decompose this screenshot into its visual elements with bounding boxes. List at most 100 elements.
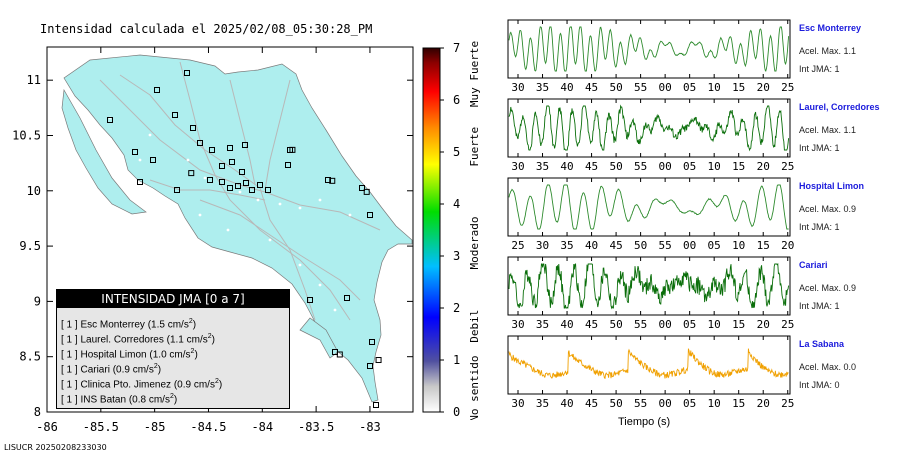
time-tick-label: 25 [781, 81, 794, 94]
station-name: Laurel, Corredores [799, 102, 880, 112]
legend-row: [ 1 ] Clinica Pto. Jimenez (0.9 cm/s2) [57, 374, 289, 391]
seismogram-3: 30 35 40 45 50 55 00 05 10 15 20 25 [507, 256, 794, 331]
station-marker [174, 187, 180, 193]
time-tick-label: 35 [560, 239, 573, 252]
time-tick-label: 40 [585, 239, 598, 252]
time-tick-label: 30 [511, 81, 524, 94]
town-marker [130, 185, 134, 189]
map-x-tick-label: -84.5 [190, 420, 226, 434]
station-marker [227, 185, 233, 191]
time-tick-label: 25 [781, 160, 794, 173]
station-marker [150, 157, 156, 163]
station-name: Cariari [799, 260, 828, 270]
time-tick-label: 45 [585, 81, 598, 94]
legend-value: (1.5 cm/s [147, 319, 189, 331]
station-marker [154, 87, 160, 93]
time-tick-label: 10 [708, 160, 721, 173]
station-name: Hospital Limon [799, 181, 864, 191]
map-x-axis: -86 -85.5 -85 -84.5 -84 -83.5 -83 [36, 47, 381, 434]
town-marker [318, 283, 322, 287]
time-tick-label: 05 [683, 397, 696, 410]
map-y-tick-label: 9.5 [19, 239, 41, 253]
waveform-trace [508, 26, 790, 73]
time-tick-label: 25 [781, 318, 794, 331]
station-marker [219, 179, 225, 185]
station-name: La Sabana [799, 339, 845, 349]
map-y-tick-label: 8 [34, 405, 41, 419]
time-tick-label: 55 [634, 397, 647, 410]
station-marker [107, 117, 113, 123]
legend-row: [ 1 ] Laurel. Corredores (1.1 cm/s2) [57, 329, 289, 345]
station-marker [184, 70, 190, 76]
map-title: Intensidad calculada el 2025/02/08_05:30… [40, 22, 373, 36]
map-x-tick-label: -83.5 [298, 420, 334, 434]
time-tick-label: 40 [560, 81, 573, 94]
intensity-legend: INTENSIDAD JMA [0 a 7] [ 1 ] Esc Monterr… [56, 289, 290, 409]
station-marker [190, 125, 196, 131]
time-tick-label: 30 [511, 318, 524, 331]
legend-close: ) [218, 379, 223, 391]
time-tick-label: 10 [708, 397, 721, 410]
legend-unit-exponent: 2 [207, 333, 212, 340]
colorbar-gradient [422, 47, 441, 413]
station-marker [344, 295, 350, 301]
town-marker [226, 228, 230, 232]
time-tick-label: 45 [585, 318, 598, 331]
station-marker [369, 339, 375, 345]
legend-level: [ 1 ] [61, 394, 78, 406]
legend-station: Cariari [80, 364, 110, 376]
legend-unit-exponent: 2 [190, 348, 195, 355]
legend-close: ) [157, 364, 162, 376]
time-tick-label: 15 [732, 318, 745, 331]
named-station-marker [363, 188, 370, 195]
time-tick-label: 20 [781, 239, 794, 252]
colorbar-tick-label: 7 [453, 41, 460, 55]
time-tick-label: 25 [511, 239, 524, 252]
station-marker [137, 179, 143, 185]
seismogram-2: 25 30 35 40 45 50 55 00 05 10 15 20 [507, 177, 794, 252]
time-tick-label: 30 [511, 160, 524, 173]
station-peak-accel: Acel. Max. 0.9 [799, 204, 857, 214]
map-x-tick-label: -85 [144, 420, 166, 434]
time-tick-label: 20 [757, 318, 770, 331]
station-marker [325, 177, 331, 183]
legend-station: INS Batan [80, 394, 127, 406]
seismogram-frame [507, 335, 791, 395]
colorbar-tick-label: 1 [453, 353, 460, 367]
waveform-trace [508, 104, 790, 152]
time-tick-label: 55 [659, 239, 672, 252]
country-shape [63, 54, 413, 403]
town-marker [256, 198, 260, 202]
legend-row: [ 1 ] Esc Monterrey (1.5 cm/s2) [57, 314, 289, 331]
time-tick-label: 35 [536, 160, 549, 173]
map-y-tick-label: 8.5 [19, 350, 41, 364]
station-jma-intensity: Int JMA: 1 [799, 301, 840, 311]
time-tick-label: 15 [732, 81, 745, 94]
legend-close: ) [173, 394, 178, 406]
road [179, 61, 351, 321]
named-station-marker [289, 146, 296, 153]
time-tick-label: 00 [683, 239, 696, 252]
time-tick-label: 20 [757, 397, 770, 410]
legend-level: [ 1 ] [61, 364, 78, 376]
station-peak-accel: Acel. Max. 0.0 [799, 362, 857, 372]
time-tick-label: 40 [560, 397, 573, 410]
time-tick-label: 45 [585, 160, 598, 173]
time-tick-label: 35 [536, 318, 549, 331]
colorbar-category-label: No sentido [468, 355, 481, 420]
station-jma-intensity: Int JMA: 1 [799, 64, 840, 74]
legend-row: [ 1 ] Cariari (0.9 cm/s2) [57, 359, 289, 376]
time-tick-label: 00 [659, 81, 672, 94]
time-tick-label: 05 [683, 318, 696, 331]
time-tick-label: 40 [560, 318, 573, 331]
station-peak-accel: Acel. Max. 1.1 [799, 125, 857, 135]
colorbar-category-label: Moderado [468, 217, 481, 270]
town-markers [108, 116, 352, 342]
time-tick-label: 10 [732, 239, 745, 252]
time-tick-label: 25 [781, 397, 794, 410]
station-peak-accel: Acel. Max. 0.9 [799, 283, 857, 293]
station-marker [359, 185, 365, 191]
time-tick-label: 00 [659, 397, 672, 410]
seismogram-frame [507, 177, 791, 237]
named-station-marker [188, 170, 195, 177]
